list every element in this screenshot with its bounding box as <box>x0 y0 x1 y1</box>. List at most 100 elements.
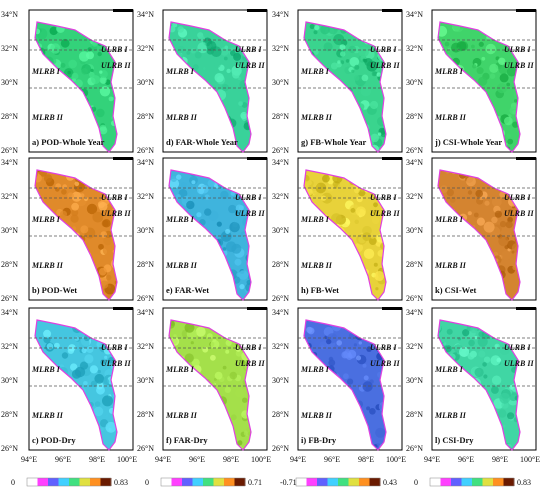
region-label-ulrb2: ULRB II <box>370 359 400 368</box>
region-label-ulrb: ULRB I <box>370 45 397 54</box>
lon-tick-label: 96°E <box>324 455 340 464</box>
region-label-mlrb: MLRB I <box>434 67 464 76</box>
panel-caption: d) FAR-Whole Year <box>166 137 238 147</box>
map-panel-a: ULRB I ULRB II MLRB I MLRB II a) POD-Whole Y… <box>28 9 134 153</box>
lat-tick-label: 30°N <box>1 226 18 235</box>
colorbar-segment <box>430 478 441 486</box>
lat-tick-label: 26°N <box>406 146 423 155</box>
panel-caption: l) CSI-Dry <box>435 435 474 445</box>
region-label-mlrb2: MLRB II <box>165 113 198 122</box>
panel-corner-bar <box>382 157 402 160</box>
lat-tick-label: 28°N <box>406 260 423 269</box>
colorbar-segment <box>69 478 80 486</box>
region-label-ulrb: ULRB I <box>504 343 531 352</box>
panel-corner-bar <box>516 9 536 12</box>
panel-corner-bar <box>382 307 402 310</box>
shared-axes: 34°N 32°N 30°N 28°N 26°N 34°N 32°N 30°N 28°N 26°N… <box>1 10 540 464</box>
lat-tick-label: 32°N <box>137 44 154 53</box>
lon-tick-label: 100°E <box>117 455 137 464</box>
colorbar-segment <box>348 478 360 486</box>
colorbar-segment <box>171 478 183 486</box>
basin-outline <box>34 21 118 153</box>
lon-tick-label: 94°E <box>155 455 171 464</box>
lat-tick-label: 34°N <box>137 308 154 317</box>
region-label-ulrb2: ULRB II <box>101 61 131 70</box>
basin-outline <box>437 21 521 153</box>
basin-outline <box>303 169 387 301</box>
region-label-ulrb2: ULRB II <box>235 209 265 218</box>
lon-tick-label: 98°E <box>492 455 508 464</box>
map-panel-l: ULRB I ULRB II MLRB I MLRB II l) CSI-Dry <box>431 307 537 451</box>
map-panel-g: ULRB I ULRB II MLRB I MLRB II g) FB-Whole Ye… <box>297 9 403 153</box>
lon-tick-label: 100°E <box>386 455 406 464</box>
lat-tick-label: 30°N <box>1 376 18 385</box>
lat-tick-label: 30°N <box>137 376 154 385</box>
lat-tick-label: 32°N <box>272 44 289 53</box>
lat-tick-label: 32°N <box>406 44 423 53</box>
lat-tick-label: 26°N <box>272 294 289 303</box>
lat-tick-label: 30°N <box>272 78 289 87</box>
panel-caption: f) FAR-Dry <box>166 435 208 445</box>
colorbar-segment <box>234 478 246 486</box>
colorbar-csi: 0 0.83 <box>414 477 531 487</box>
lat-tick-label: 28°N <box>137 112 154 121</box>
colorbar-segment <box>482 478 494 486</box>
region-label-mlrb: MLRB I <box>300 67 330 76</box>
region-label-mlrb: MLRB I <box>31 215 61 224</box>
panel-caption: k) CSI-Wet <box>435 285 476 295</box>
panel-caption: j) CSI-Whole Year <box>434 137 502 147</box>
lon-tick-label: 98°E <box>358 455 374 464</box>
lat-tick-label: 34°N <box>1 10 18 19</box>
map-panel-i: ULRB I ULRB II MLRB I MLRB II i) FB-Dry <box>297 307 403 451</box>
panel-corner-bar <box>382 9 402 12</box>
lat-tick-label: 30°N <box>406 78 423 87</box>
region-label-ulrb: ULRB I <box>101 45 128 54</box>
lat-tick-label: 26°N <box>137 294 154 303</box>
region-label-mlrb2: MLRB II <box>31 261 64 270</box>
region-label-mlrb2: MLRB II <box>31 411 64 420</box>
region-label-ulrb: ULRB I <box>235 343 262 352</box>
panel-corner-bar <box>113 157 133 160</box>
lat-tick-label: 28°N <box>272 410 289 419</box>
lat-tick-label: 34°N <box>272 158 289 167</box>
lat-tick-label: 26°N <box>272 444 289 453</box>
lat-tick-label: 32°N <box>406 192 423 201</box>
lon-tick-label: 96°E <box>458 455 474 464</box>
region-label-ulrb: ULRB I <box>504 193 531 202</box>
lon-tick-label: 94°E <box>21 455 37 464</box>
region-label-mlrb: MLRB I <box>300 215 330 224</box>
region-label-ulrb2: ULRB II <box>504 61 534 70</box>
panel-corner-bar <box>247 9 267 12</box>
colorbars: 0 0.83 0 0.71 -0.71 0.43 0 0.83 <box>11 477 531 487</box>
region-label-mlrb: MLRB I <box>165 215 195 224</box>
lat-tick-label: 28°N <box>1 410 18 419</box>
lon-tick-label: 100°E <box>251 455 271 464</box>
lat-tick-label: 32°N <box>137 192 154 201</box>
colorbar-frame <box>429 477 515 487</box>
lat-tick-label: 32°N <box>272 192 289 201</box>
colorbar-segment <box>213 478 225 486</box>
lat-tick-label: 26°N <box>1 294 18 303</box>
lat-tick-label: 30°N <box>137 226 154 235</box>
lat-tick-label: 34°N <box>1 158 18 167</box>
colorbar-segment <box>48 478 59 486</box>
panel-caption: g) FB-Whole Year <box>301 137 367 147</box>
colorbar-segment <box>182 478 193 486</box>
region-label-ulrb2: ULRB II <box>370 61 400 70</box>
region-label-mlrb: MLRB I <box>434 365 464 374</box>
lon-tick-label: 94°E <box>290 455 306 464</box>
lat-tick-label: 30°N <box>1 78 18 87</box>
region-label-ulrb: ULRB I <box>504 45 531 54</box>
colorbar-segment <box>192 478 204 486</box>
basin-outline <box>168 319 252 451</box>
colorbar-segment <box>79 478 91 486</box>
basin-outline <box>168 21 252 153</box>
lat-tick-label: 34°N <box>137 10 154 19</box>
region-label-ulrb2: ULRB II <box>101 359 131 368</box>
panel-corner-bar <box>516 157 536 160</box>
region-label-ulrb2: ULRB II <box>101 209 131 218</box>
lat-tick-label: 28°N <box>137 410 154 419</box>
lat-tick-label: 28°N <box>1 112 18 121</box>
region-label-mlrb: MLRB I <box>434 215 464 224</box>
